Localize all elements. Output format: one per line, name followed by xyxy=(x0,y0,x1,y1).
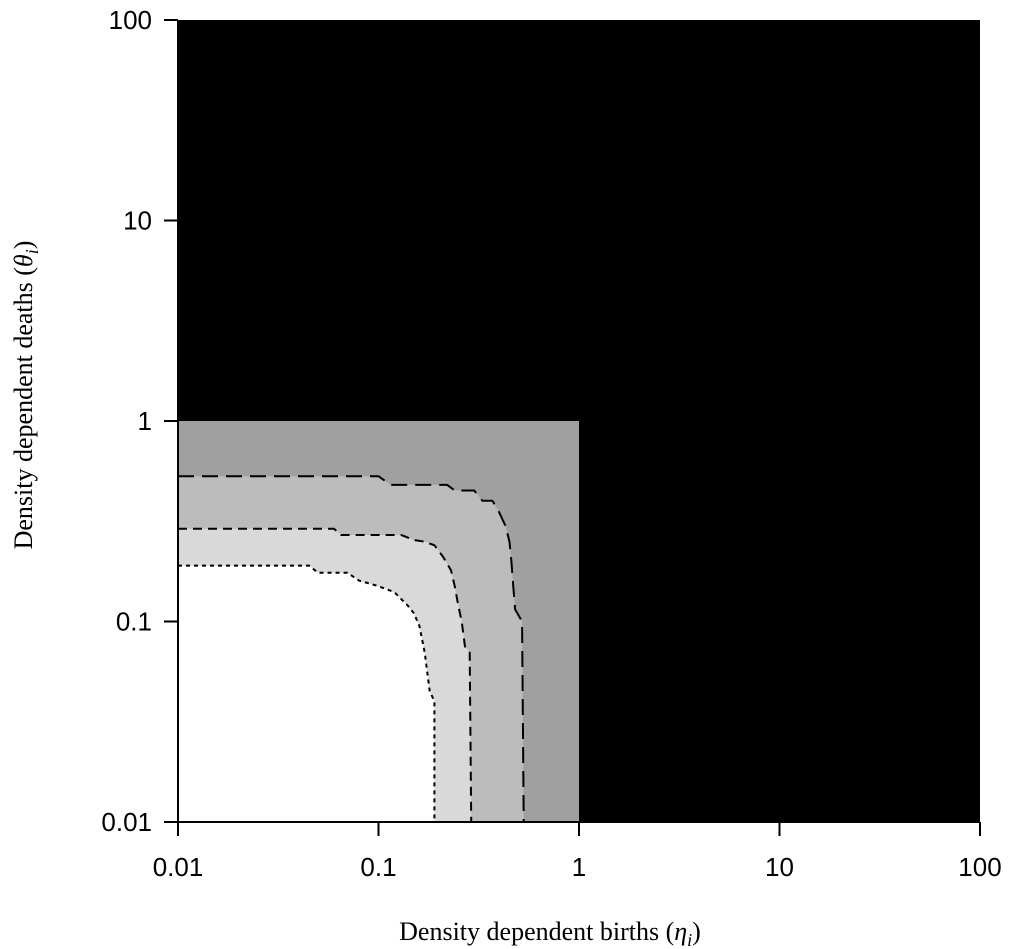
contour-dotted xyxy=(178,564,436,822)
x-tick-label: 1 xyxy=(572,852,586,882)
y-tick-label: 0.01 xyxy=(101,807,152,837)
contour-medium-dashed xyxy=(178,527,473,823)
y-tick-label: 10 xyxy=(123,206,152,236)
contour-dashed xyxy=(178,475,525,823)
x-tick-label: 0.1 xyxy=(360,852,396,882)
plot-contours xyxy=(178,475,525,823)
y-tick-label: 0.1 xyxy=(116,607,152,637)
x-tick-label: 0.01 xyxy=(153,852,204,882)
y-tick-label: 1 xyxy=(138,406,152,436)
x-tick-label: 100 xyxy=(958,852,1001,882)
y-axis-title: Density dependent deaths (θi) xyxy=(9,241,42,550)
x-axis-title: Density dependent births (ηi) xyxy=(399,917,701,949)
y-tick-label: 100 xyxy=(109,5,152,35)
plot-axes: 0.01 0.1 1 10 100 0.01 0.1 1 10 100 xyxy=(101,5,1001,882)
x-tick-label: 10 xyxy=(765,852,794,882)
plot-regions xyxy=(178,20,980,822)
region-white xyxy=(178,565,435,822)
